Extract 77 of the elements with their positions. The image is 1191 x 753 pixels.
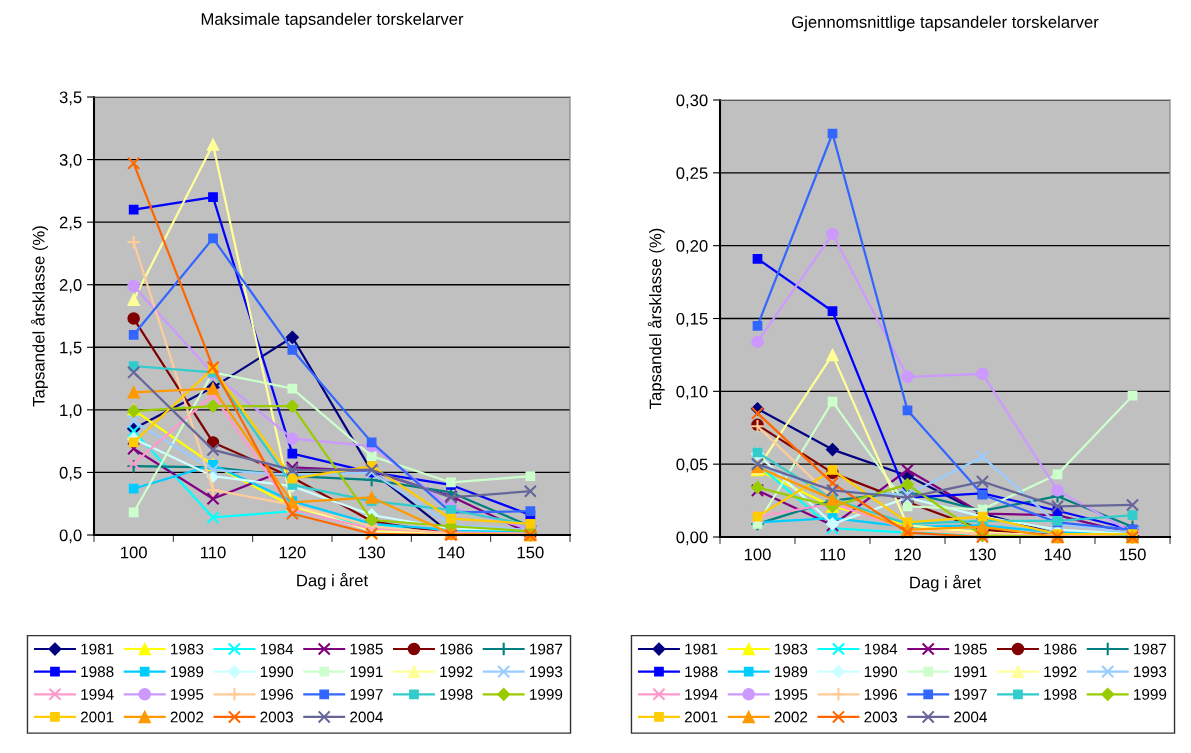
- x-axis-title: Dag i året: [910, 574, 982, 592]
- legend-label: 2002: [774, 711, 808, 723]
- legend-label: 2001: [684, 711, 718, 723]
- legend-label: 1988: [685, 666, 718, 678]
- legend-label: 1997: [954, 688, 987, 700]
- y-tick-label: 0,10: [676, 385, 708, 400]
- chart-title: Maksimale tapsandeler torskelarver: [201, 12, 464, 29]
- legend-label: 1985: [954, 643, 987, 655]
- x-tick-label: 140: [1044, 548, 1071, 561]
- legend-label: 1994: [685, 688, 718, 700]
- y-tick-label: 1,5: [60, 341, 82, 356]
- legend-label: 1993: [530, 666, 563, 678]
- y-tick-label: 0,30: [676, 94, 708, 109]
- y-tick-label: 0,15: [676, 312, 708, 327]
- y-tick-label: 2,0: [59, 279, 82, 293]
- legend-label: 1987: [530, 643, 563, 655]
- y-tick-label: 0,20: [676, 240, 708, 254]
- x-tick-label: 150: [517, 546, 544, 559]
- legend-label: 2001: [80, 711, 114, 723]
- legend-label: 1986: [440, 643, 473, 655]
- legend-label: 1996: [864, 688, 897, 700]
- y-tick-label: 0,00: [676, 531, 708, 546]
- x-tick-label: 120: [894, 548, 921, 561]
- legend-label: 1992: [440, 666, 473, 678]
- legend-label: 1999: [530, 688, 563, 700]
- x-tick-label: 130: [969, 548, 996, 561]
- legend-label: 1983: [171, 643, 204, 655]
- legend-label: 2004: [954, 711, 987, 723]
- legend-label: 2003: [864, 711, 897, 723]
- legend-label: 1991: [954, 666, 987, 678]
- legend-label: 1993: [1134, 666, 1167, 678]
- legend-label: 1992: [1044, 666, 1077, 678]
- legend-label: 1988: [81, 666, 114, 678]
- x-tick-label: 150: [1119, 548, 1146, 561]
- y-tick-label: 0,0: [59, 529, 82, 544]
- legend-label: 1990: [864, 666, 898, 678]
- legend-label: 1986: [1044, 643, 1077, 655]
- x-tick-label: 100: [744, 548, 771, 561]
- legend-label: 1989: [171, 666, 204, 678]
- legend-label: 2003: [260, 711, 293, 723]
- legend-label: 1996: [260, 688, 293, 700]
- x-tick-label: 120: [279, 546, 306, 559]
- y-tick-label: 0,5: [59, 466, 82, 481]
- legend-label: 1991: [350, 666, 383, 678]
- legend-label: 1984: [260, 643, 294, 655]
- legend-label: 2004: [350, 711, 383, 723]
- chart-title: Gjennomsnittlige tapsandeler torskelarver: [792, 15, 1099, 32]
- legend-label: 1998: [1044, 688, 1077, 700]
- legend-label: 1997: [350, 688, 383, 700]
- y-axis-title: Tapsandel årsklasse (%): [647, 228, 665, 409]
- y-tick-label: 3,0: [59, 153, 82, 168]
- legend-label: 1994: [81, 688, 114, 700]
- y-axis-title: Tapsandel årsklasse (%): [31, 226, 48, 407]
- x-tick-label: 100: [121, 546, 147, 559]
- legend-label: 1987: [1134, 643, 1167, 655]
- y-tick-label: 0,25: [676, 167, 708, 182]
- legend-label: 1981: [81, 643, 114, 655]
- legend-label: 1999: [1134, 688, 1167, 700]
- y-tick-label: 2,5: [59, 216, 82, 231]
- y-tick-label: 1,0: [60, 404, 82, 419]
- x-tick-label: 130: [359, 546, 385, 559]
- legend-label: 1995: [171, 688, 204, 700]
- x-tick-label: 110: [200, 546, 226, 559]
- legend-label: 1998: [440, 688, 473, 700]
- legend-label: 1990: [260, 666, 294, 678]
- x-tick-label: 140: [438, 546, 465, 559]
- legend-label: 1985: [350, 643, 383, 655]
- y-tick-label: 0,05: [676, 458, 708, 473]
- legend-label: 1983: [775, 643, 808, 655]
- legend-label: 1981: [685, 643, 718, 655]
- legend-label: 1984: [864, 643, 898, 655]
- x-axis-title: Dag i året: [297, 572, 369, 590]
- legend-label: 1995: [775, 688, 808, 700]
- x-tick-label: 110: [820, 548, 846, 561]
- legend-label: 1989: [775, 666, 808, 678]
- legend-label: 2002: [170, 711, 204, 723]
- y-tick-label: 3,5: [59, 91, 82, 106]
